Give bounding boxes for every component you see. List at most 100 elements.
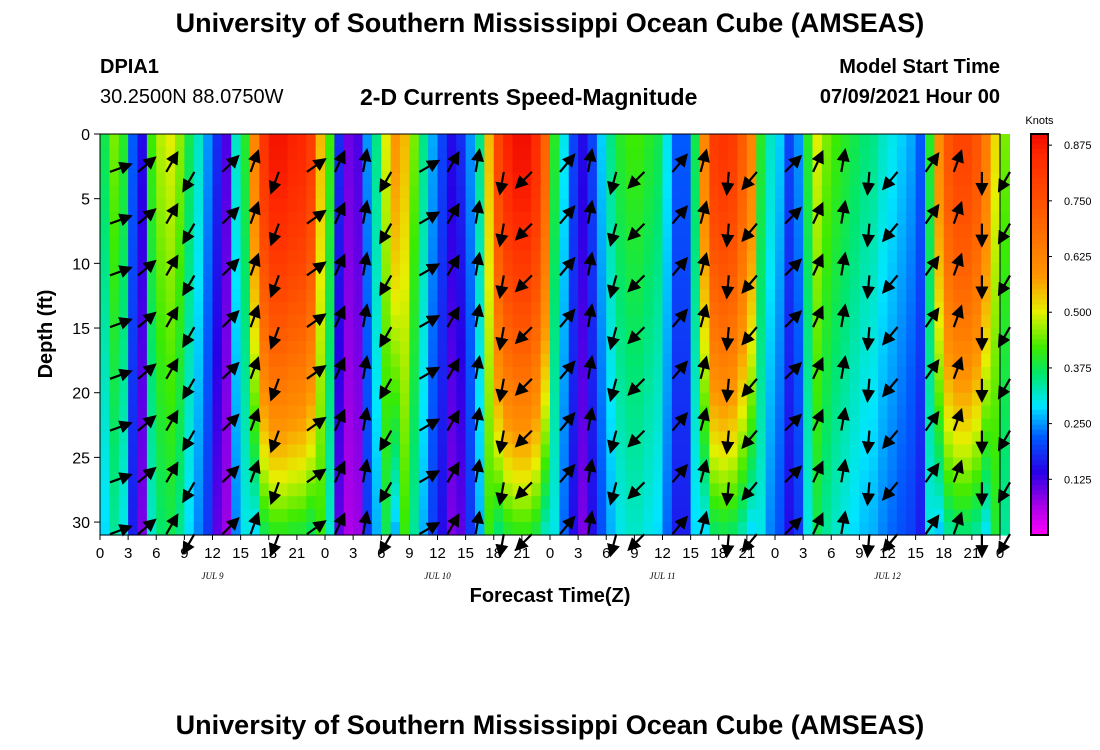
heatmap-cell [343, 509, 354, 523]
heatmap-cell [362, 522, 373, 536]
current-vector [861, 275, 876, 300]
heatmap-cell [146, 134, 157, 148]
heatmap-cell [859, 146, 870, 161]
heatmap-cell [212, 211, 223, 226]
heatmap-cell [840, 431, 851, 446]
heatmap-cell [521, 444, 532, 458]
heatmap-cell [962, 224, 973, 239]
heatmap-cell [803, 392, 814, 407]
heatmap-cell [540, 134, 551, 148]
colorbar-segment [1031, 469, 1048, 476]
heatmap-cell [700, 237, 710, 252]
heatmap-cell [596, 224, 607, 239]
heatmap-cell [737, 263, 748, 277]
current-vector [333, 149, 346, 173]
heatmap-cell [437, 315, 448, 329]
heatmap-cell [128, 134, 139, 148]
heatmap-cell [812, 224, 823, 239]
heatmap-cell [353, 146, 364, 161]
current-vector [811, 512, 824, 535]
heatmap-cell [409, 457, 420, 471]
heatmap-cell [212, 302, 223, 316]
heatmap-cell [690, 211, 701, 226]
heatmap-cell [775, 185, 785, 200]
heatmap-cell [896, 134, 907, 148]
current-vector [836, 355, 850, 379]
heatmap-cell [625, 315, 635, 329]
heatmap-cell [615, 340, 626, 355]
heatmap-cell [100, 276, 110, 290]
heatmap-cell [943, 302, 954, 316]
current-vector [861, 378, 876, 403]
heatmap-cell [456, 224, 467, 239]
heatmap-cell [859, 522, 870, 536]
heatmap-cell [737, 444, 748, 458]
x-axis: 0 3 6 9 12 15 18 21 0 3 6 9 12 15 18 21 0 3 6 9 12 15 18 21 0 3 6 9… [96, 535, 1004, 581]
heatmap-cell [775, 302, 785, 316]
heatmap-cell [709, 483, 720, 497]
heatmap-cell [118, 483, 129, 497]
heatmap-cell [671, 353, 682, 368]
heatmap-cell [353, 340, 364, 355]
current-vector [583, 406, 597, 431]
heatmap-cell [953, 470, 964, 484]
heatmap-cell [128, 470, 139, 484]
heatmap-cell [268, 198, 279, 213]
heatmap-cell [906, 289, 917, 303]
heatmap-cell [268, 405, 279, 420]
heatmap-cell [812, 185, 823, 200]
heatmap-cell [315, 276, 326, 290]
heatmap-cell [915, 237, 926, 252]
heatmap-cell [306, 224, 317, 239]
heatmap-cell [943, 353, 954, 368]
heatmap-cell [306, 353, 317, 368]
heatmap-cell [212, 172, 223, 187]
heatmap-cell [465, 379, 476, 394]
heatmap-cell [793, 509, 804, 523]
x-tick-label: 0 [546, 545, 554, 562]
heatmap-cell [381, 302, 392, 316]
heatmap-cell [915, 185, 926, 200]
heatmap-cell [756, 379, 767, 394]
heatmap-cell [184, 250, 195, 264]
heatmap-cell [690, 159, 701, 174]
heatmap-cell [812, 172, 823, 187]
heatmap-cell [850, 302, 860, 316]
heatmap-cell [306, 172, 317, 187]
heatmap-cell [362, 328, 373, 342]
heatmap-cell [690, 418, 701, 433]
heatmap-cell [681, 172, 692, 187]
current-vector [607, 275, 620, 299]
heatmap-cell [231, 392, 242, 407]
heatmap-cell [109, 250, 120, 264]
heatmap-cell [521, 366, 532, 381]
heatmap-cell [859, 302, 870, 316]
heatmap-cell [493, 509, 504, 523]
heatmap-cell [296, 328, 307, 342]
heatmap-cell [315, 250, 326, 264]
heatmap-cell [109, 237, 120, 252]
heatmap-cell [400, 172, 410, 187]
heatmap-cell [400, 405, 410, 420]
heatmap-cell [268, 366, 279, 381]
heatmap-cell [306, 185, 317, 200]
heatmap-cell [390, 315, 401, 329]
heatmap-cell [250, 496, 260, 510]
heatmap-cell [887, 237, 898, 252]
heatmap-cell [606, 250, 617, 264]
current-vector [221, 516, 240, 535]
heatmap-cell [578, 263, 589, 277]
heatmap-cell [156, 263, 167, 277]
heatmap-cell [821, 172, 832, 187]
heatmap-cell [221, 483, 232, 497]
x-tick-label: 18 [935, 545, 952, 562]
heatmap-cell [625, 509, 635, 523]
current-vector [137, 414, 157, 432]
colorbar-segment [1031, 209, 1048, 215]
heatmap-cell [475, 418, 485, 433]
heatmap-cell [137, 431, 148, 446]
heatmap-cell [521, 509, 532, 523]
heatmap-cell [250, 134, 260, 148]
heatmap-cell [353, 159, 364, 174]
heatmap-cell [100, 224, 110, 239]
